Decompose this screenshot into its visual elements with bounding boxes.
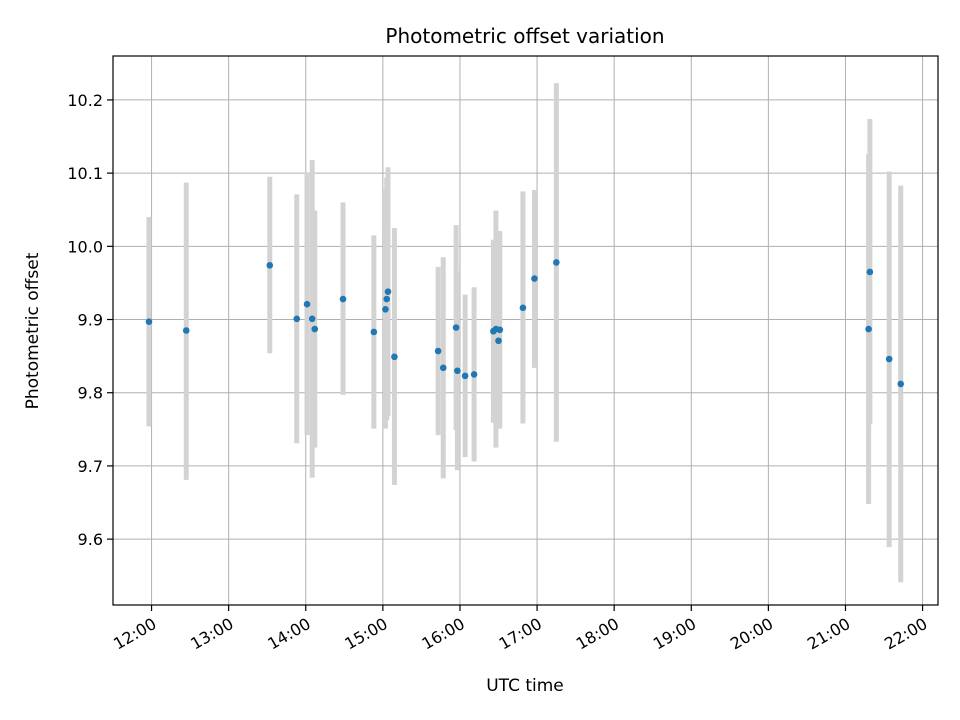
data-point (531, 275, 538, 282)
data-point (145, 318, 153, 326)
y-tick-label: 9.9 (78, 311, 103, 330)
data-point (266, 262, 274, 269)
x-tick-label: 15:00 (341, 614, 390, 654)
data-point (370, 328, 378, 336)
data-point (439, 364, 447, 372)
data-point (519, 304, 527, 312)
point-layer (145, 259, 905, 388)
data-point (308, 315, 316, 323)
x-axis-title: UTC time (486, 676, 564, 696)
data-point (454, 367, 461, 375)
x-tick-label: 14:00 (264, 614, 313, 654)
data-point (452, 324, 460, 331)
data-point (865, 325, 872, 333)
y-tick-label: 9.6 (78, 530, 103, 549)
x-tick-label: 17:00 (496, 614, 545, 654)
y-tick-label: 9.8 (78, 384, 103, 403)
plot-area-frame (112, 55, 939, 606)
data-point (496, 326, 504, 334)
x-tick-label: 13:00 (187, 614, 236, 654)
y-axis-ticks: 9.6 9.7 9.8 9.9 10.0 10.1 10.2 (67, 91, 113, 549)
x-tick-label: 18:00 (573, 614, 622, 654)
x-tick-label: 12:00 (110, 614, 159, 654)
chart-title: Photometric offset variation (385, 24, 664, 48)
data-point (339, 295, 347, 303)
x-tick-label: 21:00 (804, 614, 853, 654)
errorbar-layer (146, 83, 904, 583)
x-axis-ticks: 12:00 13:00 14:00 15:00 16:00 17:00 18:00 19:00… (110, 605, 931, 654)
grid-layer (113, 56, 938, 605)
y-tick-label: 10.1 (67, 164, 103, 183)
data-point (311, 325, 319, 333)
data-point (384, 288, 392, 296)
data-point (885, 355, 893, 363)
data-point (470, 371, 478, 378)
data-point (495, 337, 502, 345)
data-point (303, 300, 311, 308)
y-tick-label: 10.0 (67, 237, 103, 256)
y-axis-title: Photometric offset (23, 252, 43, 409)
x-tick-label: 16:00 (419, 614, 468, 654)
x-tick-label: 19:00 (650, 614, 699, 654)
y-tick-label: 9.7 (78, 457, 103, 476)
x-tick-label: 20:00 (727, 614, 776, 654)
data-point (293, 315, 301, 323)
data-point (382, 305, 389, 313)
data-point (461, 372, 469, 380)
data-point (182, 327, 190, 334)
x-tick-label: 22:00 (881, 614, 930, 654)
data-point (897, 380, 905, 388)
data-point (866, 268, 874, 276)
data-point (383, 295, 391, 303)
data-point (434, 347, 442, 355)
data-point (391, 353, 398, 361)
y-tick-label: 10.2 (67, 91, 103, 110)
data-point (553, 259, 560, 266)
